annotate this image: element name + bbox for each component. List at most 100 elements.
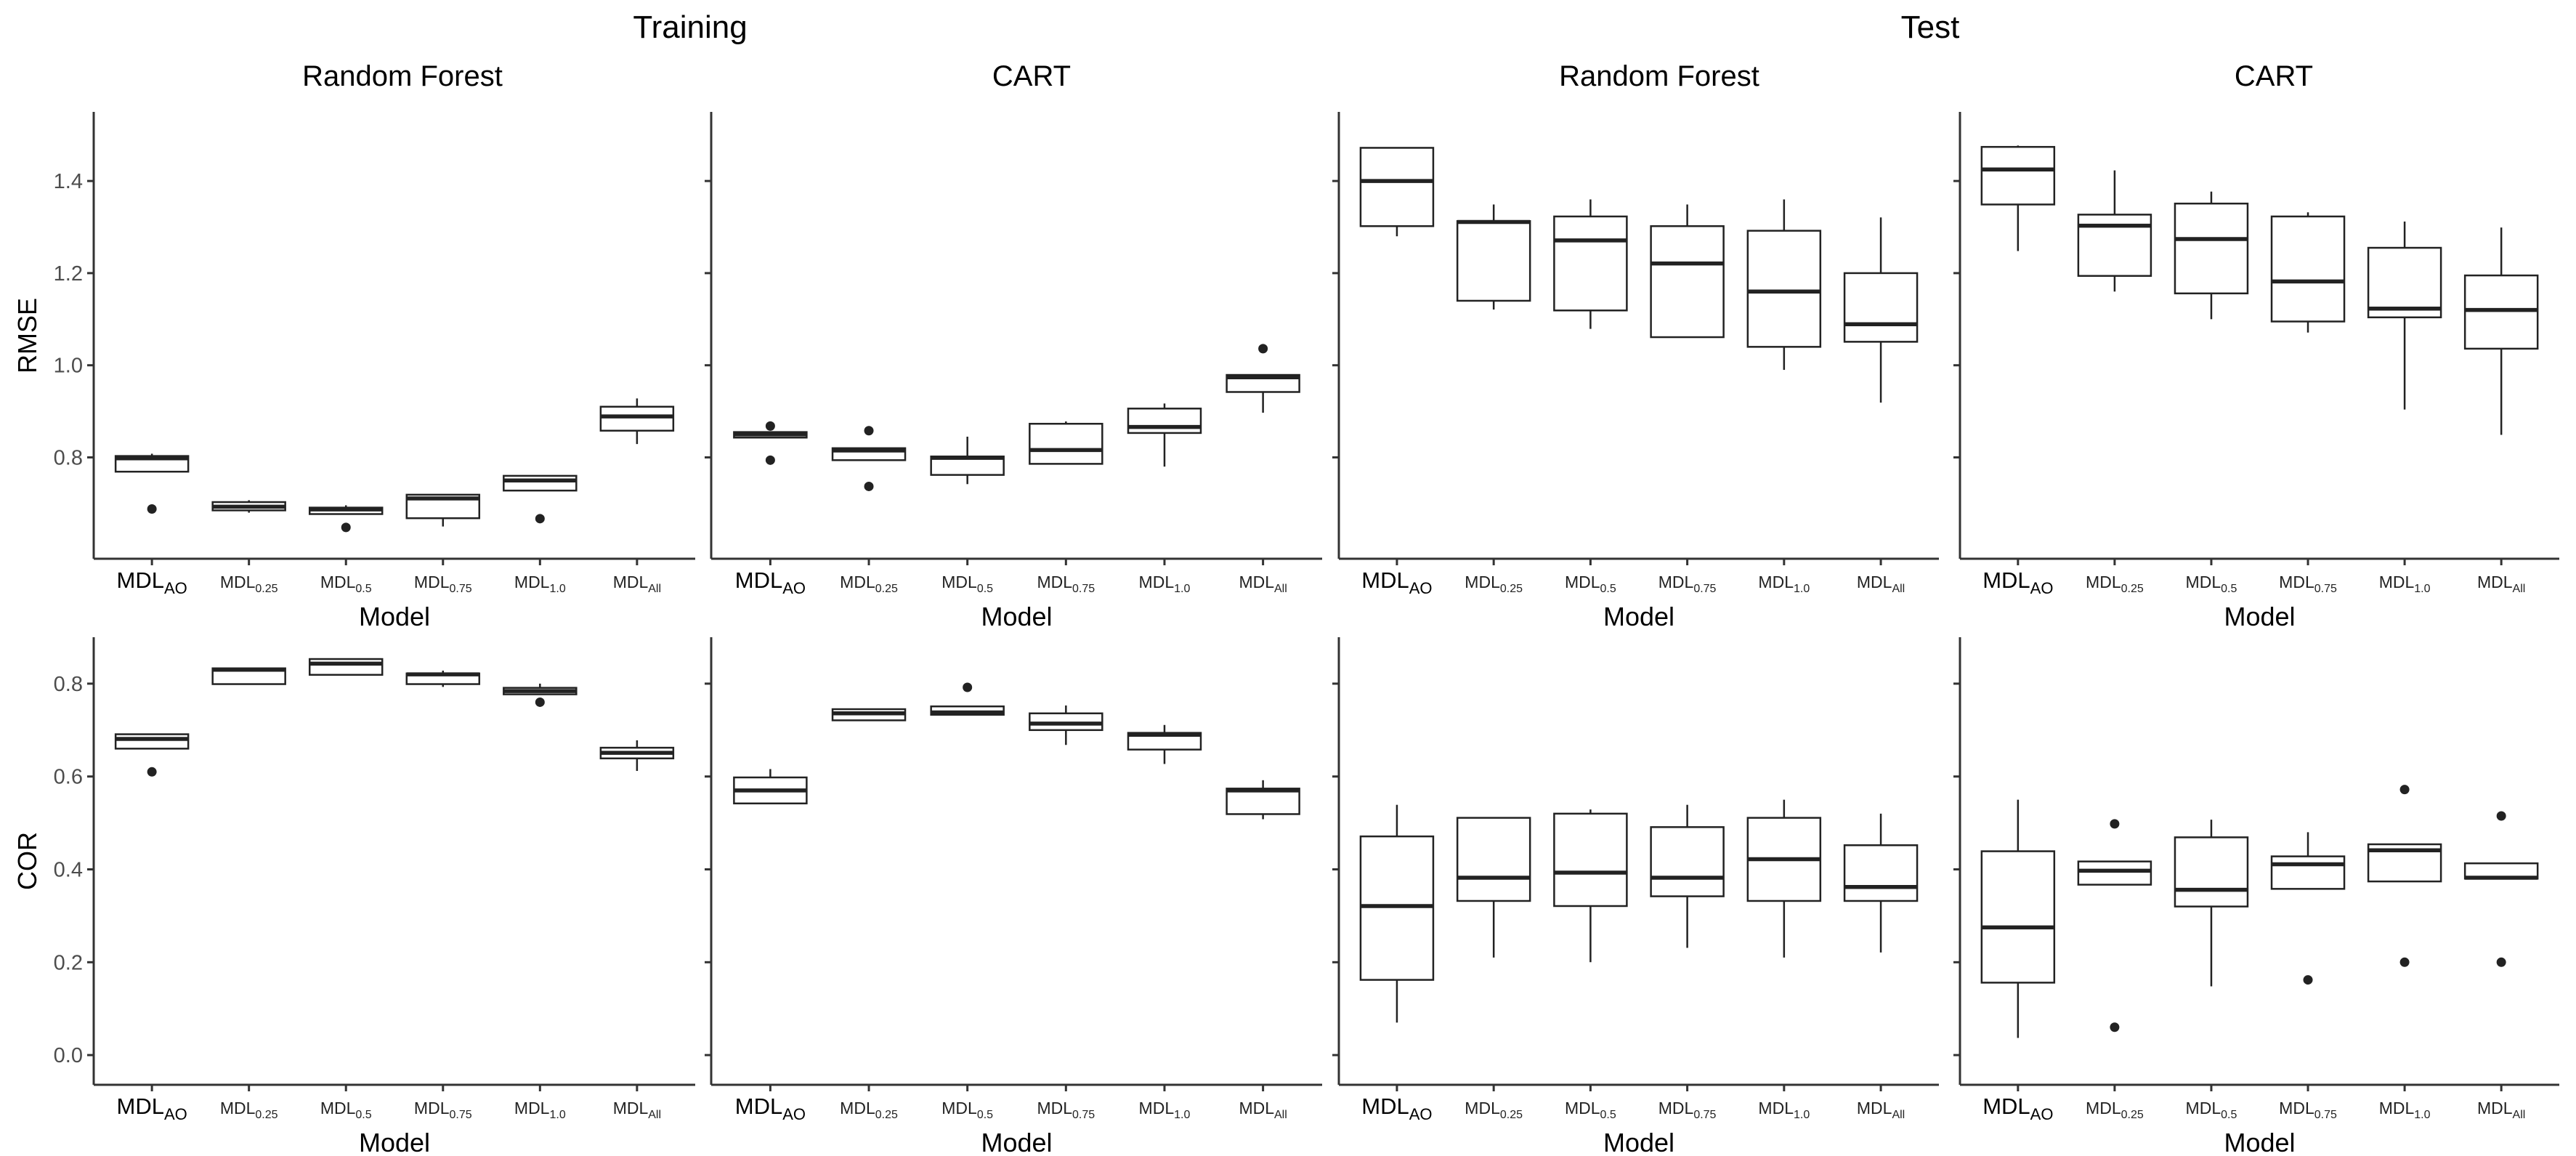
x-tick-label-base: MDL: [735, 1094, 782, 1119]
x-tick-label-subscript: 0.75: [1072, 1109, 1095, 1121]
x-tick-label-subscript: All: [648, 583, 661, 595]
box-iqr: [1359, 147, 1435, 227]
outlier-point: [765, 421, 775, 431]
x-tick-label-base: MDL: [1565, 573, 1600, 591]
x-tick-label: MDL0.5: [320, 1099, 372, 1121]
x-tick-label-subscript: 0.25: [1500, 583, 1523, 595]
x-tick-label: MDL0.5: [941, 573, 993, 595]
box-iqr: [1456, 817, 1531, 902]
x-tick-label: MDL1.0: [1139, 1099, 1191, 1121]
x-tick-label-base: MDL: [2279, 573, 2314, 591]
x-tick-label-base: MDL: [1037, 573, 1072, 591]
x-tick-label-subscript: 1.0: [2414, 583, 2430, 595]
x-tick-label-base: MDL: [414, 573, 450, 591]
box-1.0: [503, 683, 578, 707]
x-tick-label-subscript: 0.5: [355, 1109, 371, 1121]
x-tick-label: MDL0.5: [320, 573, 372, 595]
x-tick-label: MDL1.0: [2379, 573, 2431, 595]
x-tick-label-base: MDL: [2186, 573, 2221, 591]
box-0.25: [211, 667, 286, 685]
x-tick-label-subscript: 0.5: [2221, 583, 2237, 595]
x-tick-label-subscript: AO: [2030, 1105, 2054, 1123]
x-tick-label: MDLAO: [1361, 1094, 1432, 1123]
x-tick-label: MDLAll: [613, 573, 661, 595]
box-iqr: [1650, 225, 1725, 339]
box-All: [599, 398, 675, 445]
y-tick-label: 0.4: [54, 859, 83, 882]
x-tick-label-subscript: 0.25: [2121, 583, 2144, 595]
x-tick-label-base: MDL: [941, 573, 977, 591]
box-iqr: [1553, 215, 1628, 312]
box-iqr: [2367, 246, 2442, 319]
outlier-point: [341, 522, 351, 533]
box-0.25: [211, 500, 286, 513]
x-tick-label-subscript: 0.5: [355, 583, 371, 595]
box-0.75: [1029, 705, 1103, 745]
x-tick-label: MDLAO: [735, 1094, 806, 1123]
x-tick-label-base: MDL: [514, 1099, 550, 1117]
y-axis-title-rmse: RMSE: [12, 298, 42, 373]
x-tick-label-subscript: 1.0: [549, 583, 565, 595]
box-AO: [1359, 147, 1435, 237]
y-tick-label: 1.2: [54, 262, 83, 286]
box-iqr: [1359, 835, 1435, 981]
x-tick-label-subscript: 1.0: [2414, 1109, 2430, 1121]
x-tick-label-base: MDL: [1139, 573, 1175, 591]
box-iqr: [1650, 826, 1725, 897]
x-tick-label-base: MDL: [1982, 1094, 2030, 1119]
x-tick-label: MDL1.0: [1139, 573, 1191, 595]
x-tick-label-subscript: 0.5: [1600, 583, 1616, 595]
x-tick-label-base: MDL: [1239, 1099, 1274, 1117]
outlier-point: [765, 455, 775, 465]
outlier-point: [864, 426, 874, 436]
x-tick-label-subscript: 0.25: [255, 1109, 278, 1121]
box-0.25: [1456, 817, 1531, 958]
outlier-point: [535, 514, 545, 524]
x-tick-label-subscript: All: [2513, 1109, 2526, 1121]
x-tick-label: MDL0.75: [1037, 573, 1095, 595]
box-iqr: [2174, 836, 2249, 908]
panel-test-cart-rmse: MDLAO MDL0.25 MDL0.5 MDL0.75 MDL1.0 MDLAllMod…: [1953, 112, 2559, 631]
box-0.25: [831, 426, 907, 491]
x-tick-label: MDL0.25: [220, 1099, 278, 1121]
x-tick-label-base: MDL: [117, 1094, 164, 1119]
x-tick-label: MDL0.25: [2086, 573, 2144, 595]
x-tick-label: MDL0.25: [220, 573, 278, 595]
panel-training-cart-rmse: MDLAO MDL0.25 MDL0.5 MDL0.75 MDL1.0 MDLAllMod…: [705, 112, 1322, 631]
box-All: [1843, 217, 1919, 403]
x-tick-label-base: MDL: [1361, 567, 1409, 593]
x-tick-label: MDLAll: [1857, 573, 1905, 595]
x-axis-title: Model: [2224, 602, 2295, 631]
x-tick-label-subscript: All: [1892, 583, 1905, 595]
box-iqr: [1226, 788, 1300, 815]
x-tick-label: MDL1.0: [1758, 573, 1810, 595]
x-axis-title: Model: [1603, 1128, 1674, 1156]
box-iqr: [308, 658, 384, 676]
box-iqr: [2077, 860, 2152, 886]
box-1.0: [1746, 799, 1822, 958]
box-1.0: [503, 474, 578, 524]
x-tick-label: MDL0.5: [941, 1099, 993, 1121]
x-tick-label-base: MDL: [1857, 573, 1892, 591]
x-tick-label: MDL0.25: [840, 573, 898, 595]
x-tick-label: MDL0.25: [2086, 1099, 2144, 1121]
box-All: [1226, 344, 1300, 413]
x-tick-label: MDLAO: [1982, 567, 2053, 597]
x-tick-label-subscript: 0.75: [1693, 1109, 1716, 1121]
box-AO: [1980, 799, 2056, 1038]
outlier-point: [2496, 811, 2506, 821]
box-1.0: [1746, 199, 1822, 371]
x-tick-label: MDL1.0: [514, 573, 566, 595]
x-tick-label: MDL1.0: [1758, 1099, 1810, 1121]
box-0.5: [1553, 199, 1628, 329]
x-tick-label-subscript: 0.75: [2314, 583, 2337, 595]
y-tick-label: 0.8: [54, 447, 83, 470]
x-tick-label-base: MDL: [1139, 1099, 1175, 1117]
x-tick-label: MDL0.5: [1565, 1099, 1616, 1121]
x-tick-label-subscript: 0.75: [2314, 1109, 2337, 1121]
x-axis-title: Model: [981, 602, 1052, 631]
x-tick-label-subscript: 0.5: [2221, 1109, 2237, 1121]
x-tick-label-subscript: AO: [164, 579, 187, 597]
x-tick-label-base: MDL: [2186, 1099, 2221, 1117]
